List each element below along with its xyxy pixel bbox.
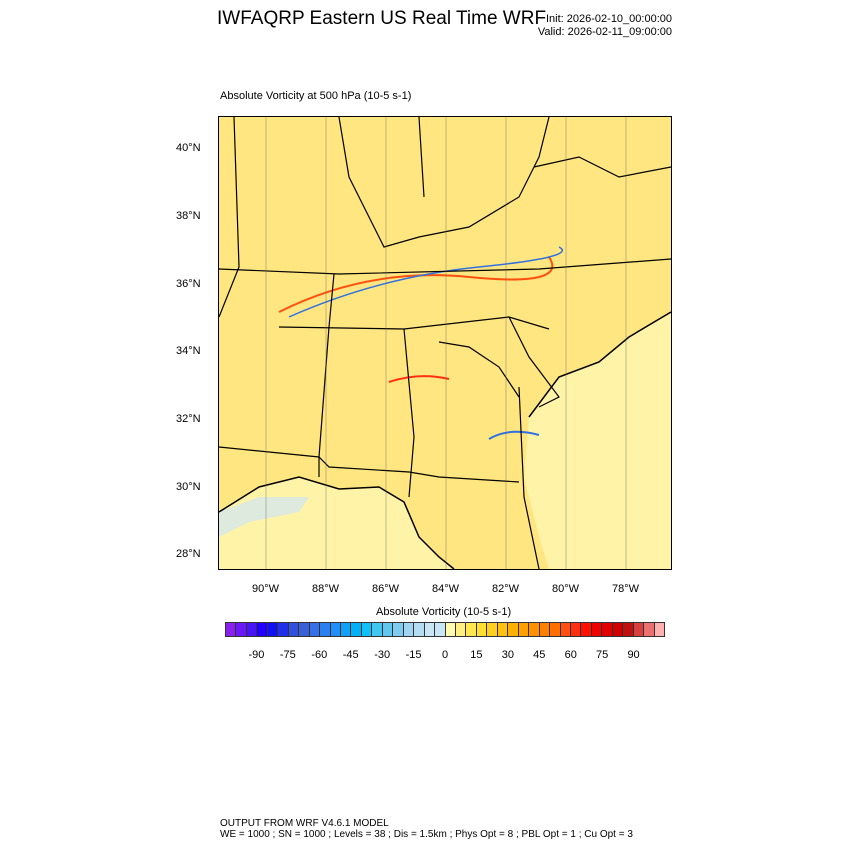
colorbar-label: -60: [311, 649, 328, 661]
colorbar-box: [372, 623, 383, 636]
colorbar-box: [288, 623, 300, 636]
lat-label: 38°N: [176, 210, 201, 222]
vorticity-max-band: [388, 375, 450, 383]
lat-label: 36°N: [176, 278, 201, 290]
atlantic-ocean: [524, 312, 671, 569]
footer-model: OUTPUT FROM WRF V4.6.1 MODEL: [220, 818, 389, 829]
colorbar-box: [309, 623, 321, 636]
lat-label: 32°N: [176, 413, 201, 425]
atlantic-coastline: [528, 311, 672, 418]
valid-time: Valid: 2026-02-11_09:00:00: [537, 26, 672, 38]
plot-subtitle: Absolute Vorticity at 500 hPa (10-5 s-1): [220, 90, 412, 102]
lat-label: 40°N: [176, 142, 201, 154]
colorbar-box: [257, 623, 268, 636]
lat-label: 34°N: [176, 345, 201, 357]
colorbar-box: [602, 623, 613, 636]
colorbar-box: [455, 623, 467, 636]
colorbar-box: [529, 623, 540, 636]
colorbar-label: 30: [501, 649, 514, 661]
colorbar-box: [508, 623, 519, 636]
colorbar-label: 45: [533, 649, 546, 661]
colorbar-box: [278, 623, 289, 636]
vorticity-min-band: [288, 246, 564, 318]
time-info: Init: 2026-02-10_00:00:00 Valid: 2026-02…: [538, 13, 672, 39]
lon-label: 90°W: [252, 583, 280, 595]
vorticity-negative-band: [219, 497, 309, 537]
colorbar-box: [424, 623, 436, 636]
lon-label: 84°W: [432, 583, 460, 595]
colorbar-box: [403, 623, 415, 636]
colorbar-label: 15: [470, 649, 483, 661]
colorbar-box: [623, 623, 634, 636]
vorticity-map: [218, 116, 672, 570]
colorbar-box: [267, 623, 279, 636]
colorbar-box: [497, 623, 509, 636]
lon-label: 82°W: [492, 583, 520, 595]
colorbar-box: [633, 623, 645, 636]
lon-label: 86°W: [372, 583, 400, 595]
init-time: Init: 2026-02-10_00:00:00: [546, 13, 672, 25]
colorbar-box: [487, 623, 498, 636]
lon-label: 78°W: [612, 583, 640, 595]
colorbar-box: [644, 623, 655, 636]
colorbar-label: 0: [441, 649, 449, 661]
vorticity-min-band: [488, 430, 540, 440]
vorticity-max-band: [278, 256, 554, 313]
colorbar-box: [414, 623, 425, 636]
colorbar-box: [445, 623, 456, 636]
colorbar-box: [340, 623, 352, 636]
colorbar-label: -15: [405, 649, 422, 661]
footer: OUTPUT FROM WRF V4.6.1 MODEL WE = 1000 ;…: [220, 818, 633, 840]
colorbar-label: 60: [564, 649, 577, 661]
colorbar-box: [539, 623, 551, 636]
colorbar-box: [299, 623, 310, 636]
colorbar: [225, 622, 665, 637]
state-boundaries: [218, 116, 672, 570]
lat-label: 30°N: [176, 481, 201, 493]
colorbar-box: [361, 623, 373, 636]
colorbar-label: 75: [596, 649, 609, 661]
colorbar-box: [320, 623, 331, 636]
colorbar-title: Absolute Vorticity (10-5 s-1): [376, 606, 512, 618]
map-canvas: [218, 116, 672, 570]
colorbar-box: [246, 623, 258, 636]
colorbar-box: [570, 623, 582, 636]
colorbar-box: [560, 623, 571, 636]
colorbar-box: [654, 623, 665, 636]
colorbar-label: -75: [279, 649, 296, 661]
graticule: [265, 117, 627, 569]
colorbar-box: [382, 623, 394, 636]
colorbar-box: [393, 623, 404, 636]
colorbar-box: [435, 623, 446, 636]
colorbar-box: [591, 623, 603, 636]
lon-label: 88°W: [312, 583, 340, 595]
colorbar-box: [581, 623, 592, 636]
gulf-coastline: [218, 476, 455, 570]
footer-config: WE = 1000 ; SN = 1000 ; Levels = 38 ; Di…: [220, 829, 633, 840]
colorbar-box: [476, 623, 488, 636]
lat-label: 28°N: [176, 548, 201, 560]
colorbar-box: [330, 623, 341, 636]
colorbar-box: [550, 623, 561, 636]
colorbar-box: [351, 623, 362, 636]
colorbar-label: -30: [374, 649, 391, 661]
colorbar-label: -90: [248, 649, 265, 661]
lon-label: 80°W: [552, 583, 580, 595]
figure-title: IWFAQRP Eastern US Real Time WRF: [217, 8, 547, 29]
colorbar-box: [466, 623, 477, 636]
colorbar-label: -45: [342, 649, 359, 661]
colorbar-label: 90: [627, 649, 640, 661]
colorbar-box: [612, 623, 624, 636]
colorbar-box: [226, 623, 237, 636]
colorbar-box: [236, 623, 247, 636]
colorbar-box: [518, 623, 530, 636]
